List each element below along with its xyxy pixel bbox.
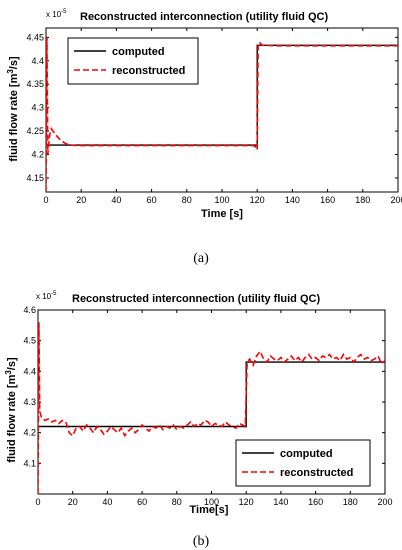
x-tick-label: 140 xyxy=(273,497,288,507)
y-tick-label: 4.3 xyxy=(31,103,44,113)
x-tick-label: 160 xyxy=(308,497,323,507)
series-line-reconstructed xyxy=(38,322,385,494)
x-axis-label: Time [s] xyxy=(201,208,243,220)
chart-title: Reconstructed interconnection (utility f… xyxy=(80,11,328,23)
chart-title: Reconstructed interconnection (utility f… xyxy=(72,293,320,305)
y-tick-label: 4.2 xyxy=(23,428,36,438)
y-tick-label: 4.6 xyxy=(23,305,36,315)
x-tick-label: 120 xyxy=(250,195,265,205)
legend-label: computed xyxy=(112,46,165,58)
y-tick-label: 4.3 xyxy=(23,397,36,407)
x-tick-label: 20 xyxy=(76,195,86,205)
y-tick-label: 4.25 xyxy=(26,126,44,136)
x-tick-label: 120 xyxy=(239,497,254,507)
x-tick-label: 180 xyxy=(355,195,370,205)
y-tick-label: 4.35 xyxy=(26,79,44,89)
series-line-reconstructed xyxy=(46,37,398,192)
x-tick-label: 140 xyxy=(285,195,300,205)
legend-label: computed xyxy=(280,448,333,460)
x-tick-label: 100 xyxy=(204,497,219,507)
x-tick-label: 40 xyxy=(111,195,121,205)
legend-box xyxy=(67,37,199,85)
y-tick-label: 4.5 xyxy=(23,336,36,346)
y-tick-label: 4.2 xyxy=(31,150,44,160)
x-tick-label: 0 xyxy=(35,497,40,507)
x-tick-label: 60 xyxy=(137,497,147,507)
x-tick-label: 0 xyxy=(43,195,48,205)
x-tick-label: 80 xyxy=(172,497,182,507)
legend-box xyxy=(235,439,371,487)
x-tick-label: 60 xyxy=(147,195,157,205)
y-tick-label: 4.45 xyxy=(26,32,44,42)
y-tick-label: 4.15 xyxy=(26,173,44,183)
panel-caption: (b) xyxy=(193,534,210,549)
x-tick-label: 200 xyxy=(390,195,402,205)
y-multiplier: x 10-5 xyxy=(36,291,57,301)
x-tick-label: 200 xyxy=(377,497,392,507)
x-tick-label: 20 xyxy=(68,497,78,507)
x-axis-label: Time[s] xyxy=(190,504,229,516)
y-axis-label: fluid flow rate [m3/s] xyxy=(6,56,20,162)
panel-caption: (a) xyxy=(193,251,209,266)
x-tick-label: 160 xyxy=(320,195,335,205)
y-multiplier: x 10-5 xyxy=(46,9,67,19)
y-tick-label: 4.4 xyxy=(31,56,44,66)
x-tick-label: 80 xyxy=(182,195,192,205)
legend-label: reconstructed xyxy=(280,467,353,479)
x-tick-label: 100 xyxy=(214,195,229,205)
chart-panel-a: x 10-5 Reconstructed interconnection (ut… xyxy=(6,9,402,266)
x-tick-label: 40 xyxy=(102,497,112,507)
y-tick-label: 4.1 xyxy=(23,458,36,468)
x-tick-label: 180 xyxy=(343,497,358,507)
legend-label: reconstructed xyxy=(112,65,185,77)
chart-panel-b: x 10-5 Reconstructed interconnection (ut… xyxy=(4,291,393,549)
y-tick-label: 4.4 xyxy=(23,366,36,376)
y-axis-label: fluid flow rate [m3/s] xyxy=(4,357,18,463)
